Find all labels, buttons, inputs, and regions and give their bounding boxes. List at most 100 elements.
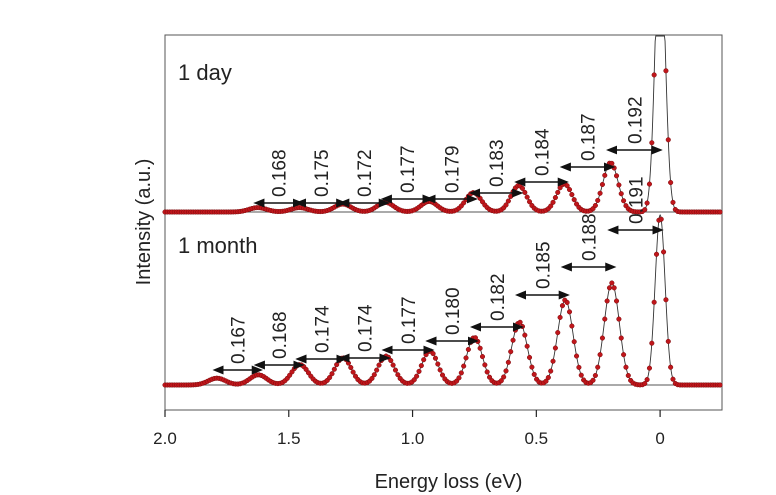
data-point — [602, 172, 608, 178]
spacing-label: 0.177 — [398, 145, 419, 193]
data-point — [602, 316, 608, 322]
data-point — [461, 363, 467, 369]
data-point — [508, 349, 514, 355]
data-point — [463, 355, 469, 361]
data-point — [552, 345, 558, 351]
spacing-label: 0.184 — [533, 128, 554, 176]
data-point — [592, 372, 598, 379]
data-point — [642, 381, 648, 387]
data-point — [503, 368, 509, 374]
x-tick-label: 2.0 — [153, 429, 177, 448]
data-point — [416, 368, 422, 374]
data-point — [616, 316, 622, 322]
spacing-label: 0.168 — [270, 149, 291, 197]
data-point — [613, 298, 620, 304]
data-point — [623, 364, 629, 370]
x-tick-label: 0 — [655, 429, 664, 448]
data-point — [651, 299, 657, 305]
y-axis-title: Intensity (a.u.) — [133, 159, 155, 286]
data-point — [665, 137, 671, 143]
data-point — [555, 189, 561, 195]
data-point — [595, 197, 601, 203]
data-point — [529, 364, 535, 370]
data-point — [611, 165, 617, 171]
data-point — [418, 363, 424, 369]
data-point — [555, 330, 561, 336]
data-point — [350, 369, 356, 375]
data-point — [526, 199, 533, 205]
data-point — [606, 285, 613, 291]
data-point — [550, 199, 556, 205]
data-point — [331, 366, 337, 372]
data-point — [531, 371, 537, 377]
x-axis-title: Energy loss (eV) — [375, 471, 523, 493]
data-point — [649, 340, 655, 346]
data-point — [548, 203, 554, 209]
data-point — [392, 367, 399, 373]
data-point — [670, 376, 676, 382]
data-point — [665, 338, 671, 344]
spacing-label: 0.172 — [355, 149, 376, 197]
data-point — [465, 346, 471, 353]
data-point — [430, 351, 436, 357]
data-point — [663, 68, 669, 74]
data-point — [576, 364, 582, 370]
data-point — [552, 195, 558, 201]
spacing-label: 0.174 — [313, 305, 334, 353]
data-point — [503, 202, 509, 208]
spacing-label: 0.175 — [312, 149, 333, 197]
data-point — [501, 374, 507, 380]
data-point — [621, 352, 627, 358]
data-point — [569, 323, 575, 329]
data-point — [599, 181, 605, 188]
x-tick-label: 0.5 — [525, 429, 549, 448]
data-point — [625, 372, 631, 379]
data-point — [376, 362, 382, 368]
data-point — [545, 374, 551, 381]
data-point — [548, 368, 554, 374]
data-point — [519, 323, 526, 330]
spacing-label: 0.182 — [488, 273, 509, 321]
panel-label: 1 month — [178, 233, 258, 258]
data-point — [524, 194, 530, 200]
data-point — [435, 361, 441, 367]
data-point — [557, 314, 563, 320]
data-point — [590, 377, 596, 383]
data-point — [649, 140, 655, 146]
data-point — [618, 191, 624, 197]
data-point — [611, 285, 617, 291]
data-point — [411, 377, 417, 383]
data-point — [487, 374, 493, 380]
data-point — [395, 372, 401, 378]
data-point — [609, 280, 615, 286]
data-point — [524, 343, 530, 349]
data-point — [618, 335, 624, 341]
data-point — [566, 187, 573, 193]
data-point — [569, 192, 575, 198]
data-point — [717, 382, 723, 388]
plot-frame — [164, 34, 723, 411]
spacing-label: 0.191 — [627, 176, 648, 224]
data-point — [592, 202, 598, 209]
data-point — [475, 338, 481, 345]
data-point — [505, 198, 511, 204]
data-point — [571, 197, 577, 203]
data-point — [498, 378, 504, 384]
data-point — [566, 309, 573, 315]
data-point — [458, 370, 464, 376]
spacing-label: 0.183 — [487, 139, 508, 187]
data-point — [658, 216, 664, 222]
data-point — [371, 372, 377, 378]
annotation-group — [212, 145, 664, 375]
data-point — [526, 354, 533, 361]
data-point — [522, 332, 528, 338]
data-point — [479, 354, 486, 360]
data-point — [571, 339, 577, 345]
data-point — [522, 189, 528, 195]
spacing-label: 0.168 — [270, 311, 291, 359]
data-point — [439, 372, 446, 378]
data-point — [388, 357, 394, 364]
data-point — [484, 369, 490, 375]
